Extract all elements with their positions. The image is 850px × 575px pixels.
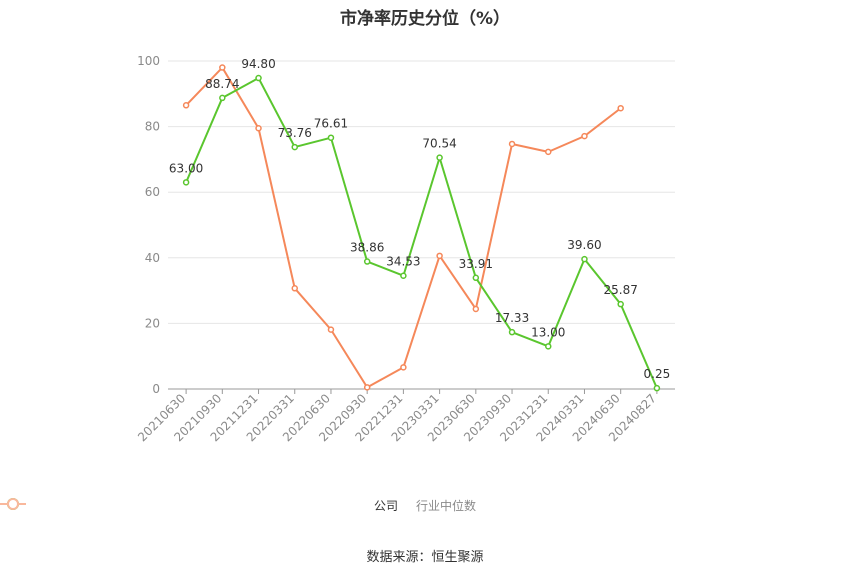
data-point-company (327, 134, 335, 141)
legend: 公司 行业中位数 (0, 497, 850, 514)
series-line-industry-median (185, 66, 622, 389)
data-label: 34.53 (386, 255, 420, 269)
data-point-company (219, 94, 226, 102)
data-point-company (653, 384, 661, 392)
data-point-company (472, 274, 480, 282)
data-point-industry-median (617, 104, 624, 112)
data-point-industry-median (182, 102, 190, 109)
data-point-industry-median (219, 64, 226, 71)
legend-item-industry-median[interactable]: 行业中位数 (0, 497, 477, 514)
data-point-company (436, 154, 443, 161)
data-point-industry-median (581, 132, 588, 140)
y-tick-label: 0 (152, 382, 160, 396)
data-point-industry-median (400, 364, 407, 371)
data-point-company (508, 328, 516, 336)
data-label: 17.33 (495, 311, 529, 325)
data-point-company (545, 343, 552, 350)
y-tick-label: 20 (145, 316, 160, 330)
data-point-industry-median (291, 285, 298, 292)
data-label: 25.87 (603, 283, 637, 297)
data-label: 33.91 (459, 257, 493, 271)
data-point-industry-median (472, 305, 480, 313)
y-tick-label: 80 (145, 120, 160, 134)
data-point-industry-median (327, 326, 335, 333)
y-tick-label: 40 (145, 251, 160, 265)
data-point-industry-median (363, 384, 371, 391)
data-point-company (291, 143, 298, 151)
data-point-company (400, 272, 407, 279)
data-source: 数据来源：恒生聚源 (366, 550, 484, 565)
data-label: 94.80 (241, 57, 275, 71)
data-point-company (182, 179, 190, 186)
y-tick-label: 100 (137, 54, 160, 68)
data-label: 73.76 (278, 126, 312, 140)
data-label: 88.74 (205, 77, 239, 91)
data-label: 0.25 (644, 367, 671, 381)
data-label: 76.61 (314, 117, 348, 131)
legend-label-industry-median: 行业中位数 (416, 499, 477, 513)
y-tick-label: 60 (145, 185, 160, 199)
data-label: 39.60 (567, 238, 601, 252)
data-point-company (581, 255, 588, 263)
data-label: 38.86 (350, 241, 384, 255)
series-line-company (185, 77, 658, 389)
data-point-company (363, 258, 371, 265)
data-point-company (255, 74, 262, 82)
data-label: 13.00 (531, 325, 565, 339)
data-label: 63.00 (169, 161, 203, 175)
legend-label-company: 公司 (373, 499, 398, 513)
chart-title: 市净率历史分位（%） (339, 9, 511, 29)
data-point-company (617, 300, 624, 308)
legend-marker-industry-median (0, 498, 26, 510)
data-point-industry-median (255, 124, 262, 132)
data-point-industry-median (436, 252, 443, 260)
line-chart: 0204060801002021063020210930202112312022… (135, 54, 675, 444)
data-label: 70.54 (422, 137, 456, 151)
data-point-industry-median (545, 148, 552, 156)
legend-item-company[interactable]: 公司 (0, 497, 398, 514)
data-point-industry-median (508, 140, 516, 148)
